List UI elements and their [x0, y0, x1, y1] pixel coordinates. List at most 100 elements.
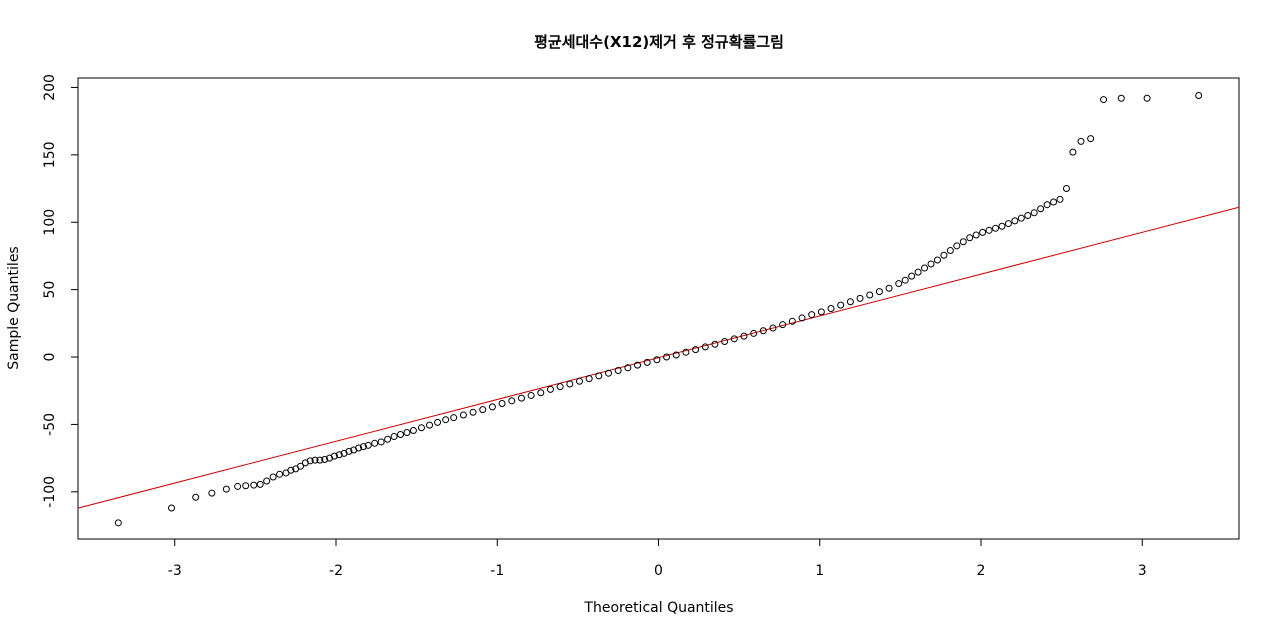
data-point	[927, 260, 935, 268]
data-point	[759, 327, 767, 335]
data-point	[875, 288, 883, 296]
reference-line	[77, 206, 1240, 509]
data-point	[940, 251, 948, 259]
data-point	[866, 291, 874, 299]
data-point	[933, 256, 941, 264]
data-point	[1117, 94, 1125, 102]
data-point	[740, 332, 748, 340]
data-point	[517, 394, 525, 402]
data-point	[1056, 195, 1064, 203]
y-tick-label: 150	[42, 141, 58, 168]
data-point	[384, 435, 392, 443]
data-point	[959, 238, 967, 246]
data-point	[885, 284, 893, 292]
data-point	[1011, 217, 1019, 225]
data-point	[242, 482, 250, 490]
data-point	[624, 364, 632, 372]
data-point	[527, 391, 535, 399]
reference-line-layer	[77, 206, 1240, 509]
data-point	[459, 411, 467, 419]
data-point	[979, 228, 987, 236]
data-point	[1037, 205, 1045, 213]
data-point	[972, 231, 980, 239]
y-tick-label: 200	[42, 74, 58, 101]
data-point	[721, 338, 729, 346]
data-point	[208, 489, 216, 497]
data-point	[817, 308, 825, 316]
data-point	[653, 356, 661, 364]
data-point	[856, 294, 864, 302]
data-point	[643, 358, 651, 366]
data-point	[359, 443, 367, 451]
data-point	[469, 408, 477, 416]
data-point	[442, 416, 450, 424]
data-point	[417, 424, 425, 432]
data-point	[377, 438, 385, 446]
data-point	[985, 226, 993, 234]
y-axis-title: Sample Quantiles	[6, 246, 22, 369]
data-point	[508, 397, 516, 405]
data-point	[998, 222, 1006, 230]
data-point	[269, 473, 277, 481]
data-point	[409, 426, 417, 434]
data-point	[730, 335, 738, 343]
chart-title: 평균세대수(X12)제거 후 정규확률그림	[534, 33, 784, 51]
data-point	[1017, 214, 1025, 222]
data-point	[1030, 209, 1038, 217]
data-point	[297, 462, 305, 470]
data-point	[808, 311, 816, 319]
data-point	[250, 481, 258, 489]
data-point	[1043, 201, 1051, 209]
y-axis: -100 -50 0 50 100 150 200	[42, 74, 78, 508]
data-point	[682, 348, 690, 356]
y-tick-label: -50	[42, 413, 58, 436]
data-point	[479, 406, 487, 414]
data-point	[908, 272, 916, 280]
data-point	[966, 234, 974, 242]
y-tick-label: 0	[42, 353, 58, 362]
data-point	[234, 482, 242, 490]
x-tick-label: -3	[168, 563, 182, 579]
data-point	[426, 421, 434, 429]
data-point	[371, 439, 379, 447]
data-point	[663, 353, 671, 361]
data-point	[575, 377, 583, 385]
points-layer	[114, 92, 1203, 527]
x-tick-label: 1	[815, 563, 824, 579]
data-point	[1087, 135, 1095, 143]
data-point	[769, 324, 777, 332]
data-point	[192, 493, 200, 501]
y-tick-label: 100	[42, 209, 58, 236]
data-point	[498, 400, 506, 408]
plot-frame	[77, 77, 1240, 540]
x-axis: -3 -2 -1 0 1 2 3	[168, 539, 1147, 579]
data-point	[946, 247, 954, 255]
data-point	[914, 268, 922, 276]
data-point	[316, 456, 324, 464]
x-axis-title: Theoretical Quantiles	[583, 600, 733, 616]
data-point	[114, 519, 122, 527]
data-point	[1143, 94, 1151, 102]
data-point	[256, 480, 264, 488]
y-tick-label: 50	[42, 281, 58, 299]
data-point	[1077, 137, 1085, 145]
data-point	[895, 280, 903, 288]
x-tick-label: -1	[490, 563, 504, 579]
data-point	[566, 380, 574, 388]
data-point	[585, 375, 593, 383]
data-point	[614, 367, 622, 375]
data-point	[276, 470, 284, 478]
data-point	[750, 329, 758, 337]
data-point	[168, 504, 176, 512]
data-point	[901, 276, 909, 284]
x-tick-label: 2	[977, 563, 986, 579]
data-point	[1069, 148, 1077, 156]
data-point	[1100, 96, 1108, 104]
data-point	[711, 340, 719, 348]
data-point	[306, 457, 314, 465]
data-point	[403, 429, 411, 437]
data-point	[798, 314, 806, 322]
data-point	[1004, 220, 1012, 228]
data-point	[992, 224, 1000, 232]
data-point	[488, 403, 496, 411]
